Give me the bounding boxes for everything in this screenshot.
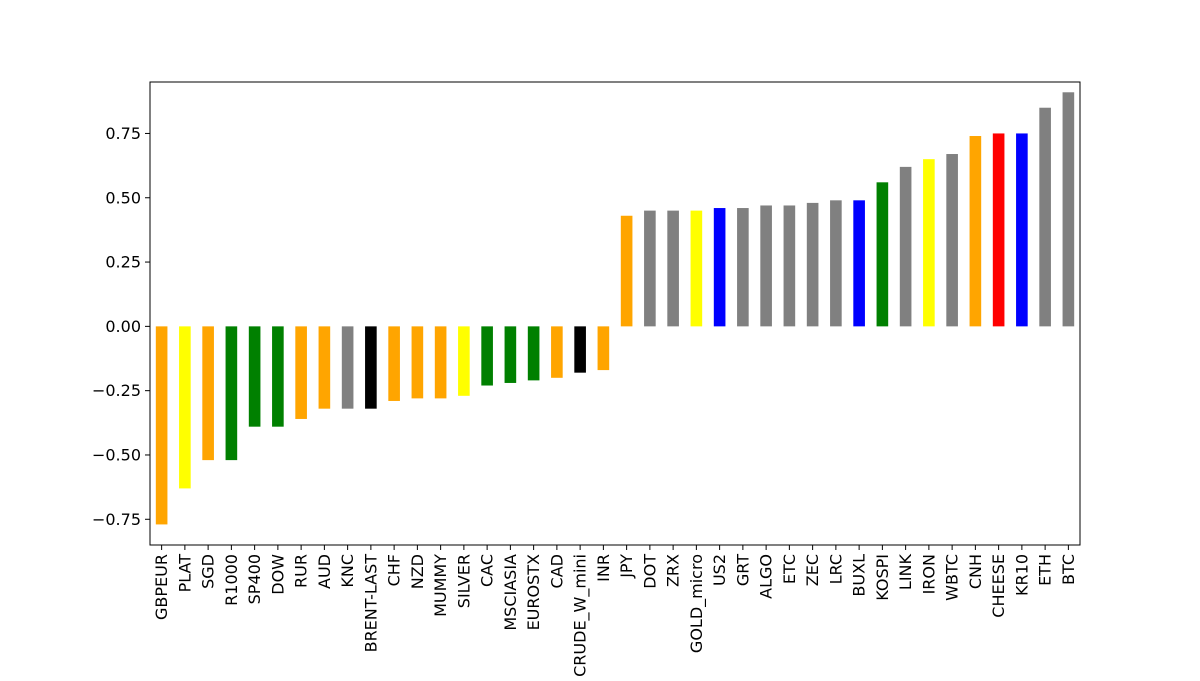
plot-frame [149,81,1081,546]
x-tick-label: KR10 [1012,554,1031,596]
bar-iron [923,159,935,327]
bar-grt [737,208,749,327]
bar-mummy [434,326,447,399]
bars-group [155,92,1075,525]
bar-chf [388,326,400,401]
bar-etc [783,205,796,327]
x-tick-label: R1000 [222,554,241,606]
bar-r1000 [225,326,238,461]
bar-nzd [411,326,424,399]
x-tick-label: MSCIASIA [501,554,520,631]
y-tick-label: −0.50 [92,445,141,464]
bar-cad [551,326,563,378]
x-tick-label: SP400 [245,554,264,604]
bar-lrc [830,200,842,327]
bar-brent-last [365,326,377,409]
bar-cac [481,326,493,386]
bar-msciasia [504,326,517,383]
x-tick-label: CHF [385,554,404,586]
x-tick-label: ETC [780,554,799,584]
x-tick-label: CRUDE_W_mini [571,554,591,677]
bar-algo [760,205,772,327]
x-tick-label: ETH [1036,554,1055,586]
x-tick-label: MUMMY [431,554,450,617]
bar-btc [1062,92,1075,327]
bar-zrx [667,210,679,327]
x-tick-label: KNC [338,554,357,588]
x-tick-label: GOLD_micro [687,554,707,653]
x-tick-label: US2 [710,554,729,586]
x-tick-label: PLAT [175,554,194,593]
bar-zec [806,202,819,327]
bar-knc [341,326,354,409]
x-tick-label: ZEC [803,554,822,586]
bar-eth [1039,107,1051,327]
x-tick-label: SGD [199,554,218,589]
bar-dot [644,210,656,327]
y-tick-label: 0.00 [105,317,141,336]
bar-cnh [969,136,982,327]
x-tick-label: AUD [315,554,334,589]
bar-gold-micro [690,210,703,327]
bar-gbpeur [155,326,168,525]
bar-plat [179,326,191,489]
x-axis: GBPEUR PLAT SGD R1000 SP400 DOW RUR AUD KNC BRENT… [152,545,1078,677]
y-tick-label: −0.75 [92,510,141,529]
x-tick-label: SILVER [454,554,473,608]
x-tick-label: NZD [408,554,427,589]
bar-kospi [876,182,889,327]
bar-crude-w-mini [574,326,586,373]
bar-buxl [853,200,865,327]
x-tick-label: RUR [292,554,311,588]
x-tick-label: ALGO [757,554,776,599]
bar-link [899,166,912,327]
x-tick-label: IRON [919,554,938,594]
y-tick-label: 0.25 [105,253,141,272]
bar-sp400 [248,326,261,427]
x-tick-label: BRENT-LAST [361,554,380,653]
x-tick-label: WBTC [943,554,962,601]
bar-silver [458,326,470,396]
bar-jpy [620,215,633,327]
x-tick-label: LRC [826,554,845,584]
x-tick-label: ZRX [664,554,683,587]
bar-rur [295,326,307,419]
y-tick-label: 0.75 [105,124,141,143]
x-tick-label: DOW [268,554,287,595]
y-tick-label: −0.25 [92,381,141,400]
bar-cheese [992,133,1005,327]
x-tick-label: CNH [966,554,985,589]
x-tick-label: KOSPI [873,554,892,601]
bar-dow [272,326,284,427]
bar-aud [318,326,331,409]
x-tick-label: EUROSTX [524,554,543,630]
y-axis: −0.75 −0.50 −0.25 0.00 0.25 0.50 0.75 [92,124,150,529]
x-tick-label: CHEESE [989,554,1008,618]
x-tick-label: GRT [733,554,752,586]
bar-sgd [202,326,214,461]
x-tick-label: DOT [640,554,659,589]
bar-eurostx [527,326,540,381]
x-tick-label: BTC [1059,554,1078,585]
bar-inr [597,326,610,371]
x-tick-label: GBPEUR [152,554,171,620]
y-tick-label: 0.50 [105,188,141,207]
bar-wbtc [946,154,958,327]
x-tick-label: CAD [547,554,566,588]
bar-kr10 [1016,133,1028,327]
bar-us2 [713,208,726,327]
x-tick-label: LINK [896,553,915,590]
x-tick-label: BUXL [850,554,869,597]
x-tick-label: CAC [478,554,497,587]
x-tick-label: JPY [617,554,636,579]
x-tick-label: INR [594,554,613,582]
